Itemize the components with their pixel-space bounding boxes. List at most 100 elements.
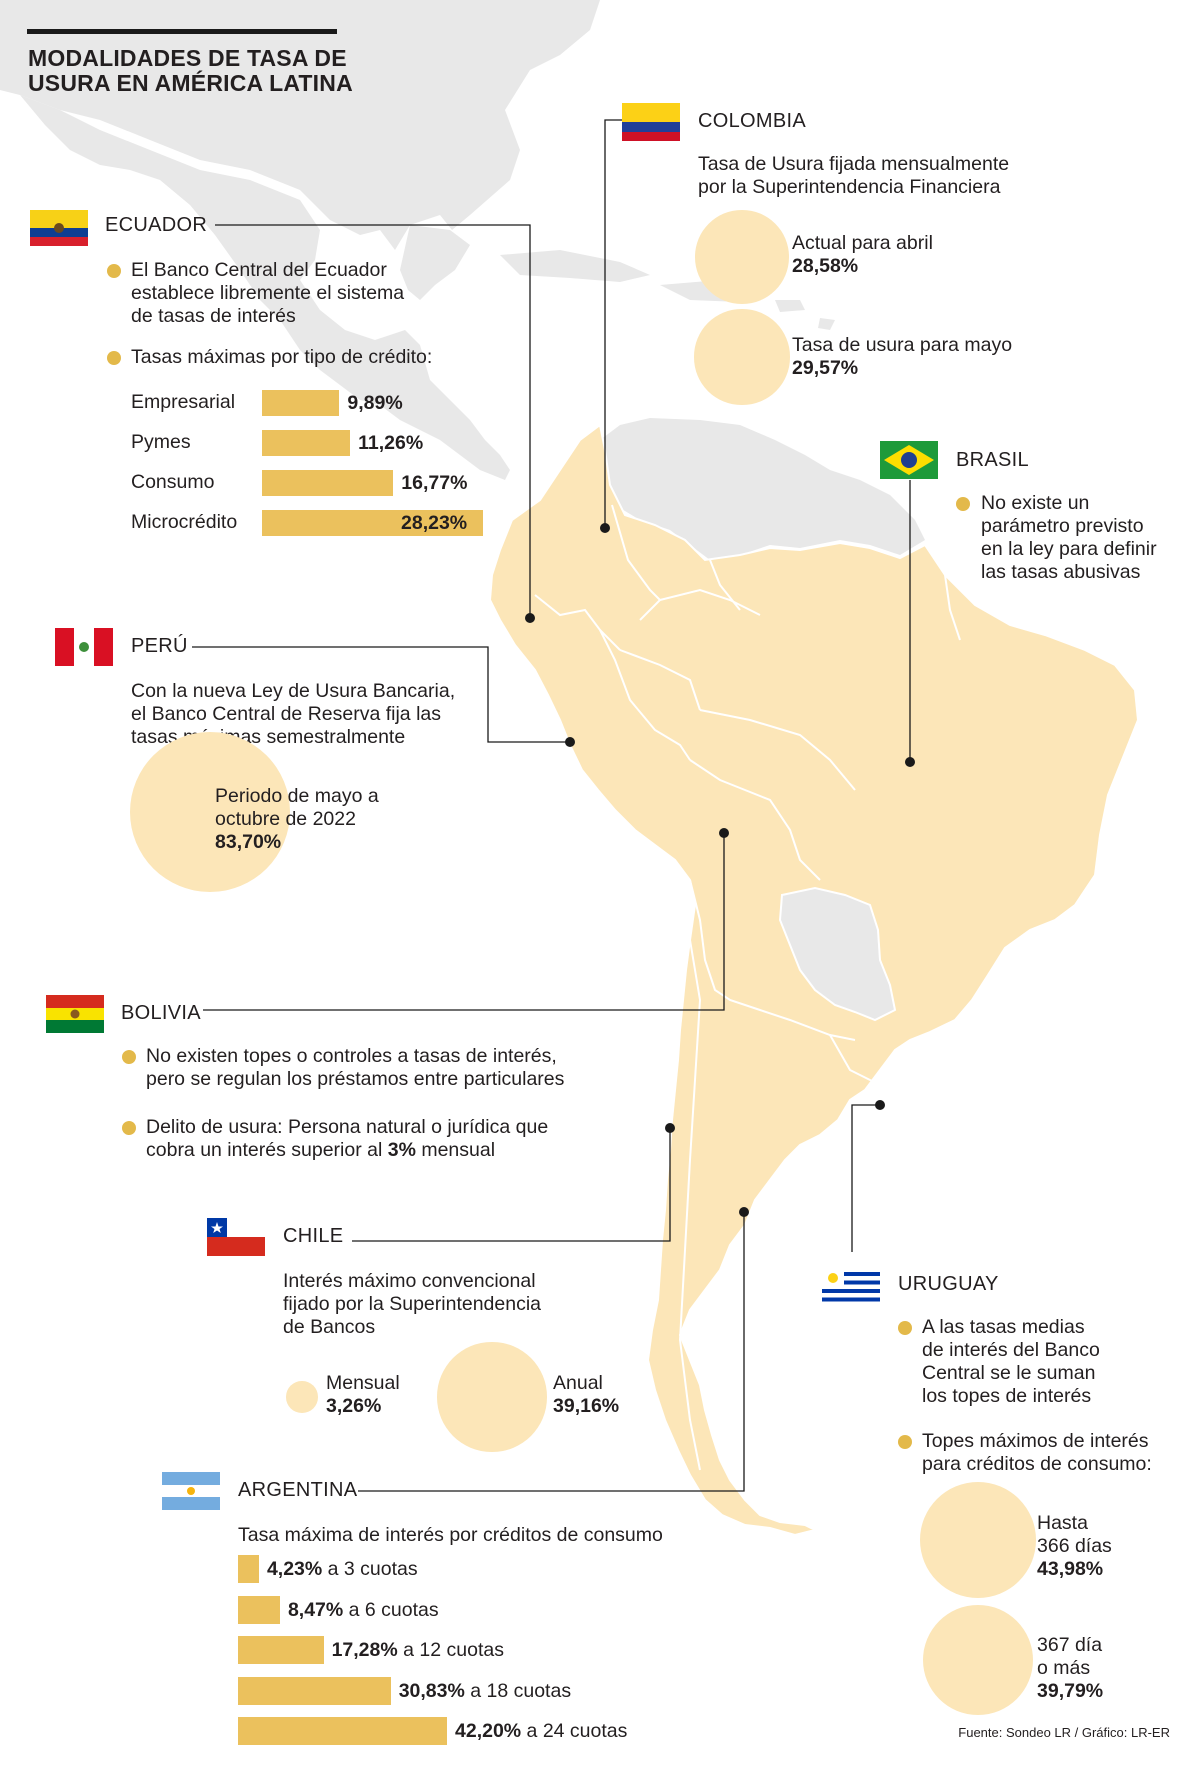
peru-rate-value: 83,70%: [215, 831, 282, 853]
chile-annual-label: Anual: [553, 1372, 603, 1394]
bolivia-desc-1: No existen topes o controles a tasas de …: [146, 1045, 564, 1091]
ecuador-bar-category: Empresarial: [131, 391, 236, 413]
argentina-bar-value: 30,83%: [398, 1679, 465, 1702]
ecuador-name: ECUADOR: [105, 214, 208, 236]
ecuador-flag-icon: [30, 210, 88, 246]
country-borders: [534, 504, 961, 1471]
colombia-april-value: 28,58%: [792, 255, 859, 277]
argentina-bar-label: 17,28% a 12 cuotas: [332, 1636, 504, 1664]
ecuador-bar-value: 16,77%: [401, 472, 468, 494]
bolivia-usury-suffix: mensual: [415, 1139, 496, 1161]
ecuador-bar: [262, 390, 340, 416]
ecuador-bar-value: 9,89%: [347, 392, 403, 414]
colombia-circle-may: [694, 309, 790, 405]
bolivia-flag-icon: [46, 995, 104, 1033]
caribbean-islands: [500, 250, 835, 330]
uruguay-rate-1-line-2: 366 días: [1037, 1535, 1112, 1557]
bolivia-desc-1-line-2: pero se regulan los préstamos entre part…: [146, 1068, 565, 1090]
colombia-april-label: Actual para abril: [792, 232, 933, 254]
brazil-desc-line-1: No existe un: [981, 492, 1090, 514]
uruguay-desc-1: A las tasas medias de interés del Banco …: [922, 1316, 1100, 1408]
colombia-may: Tasa de usura para mayo 29,57%: [792, 334, 1012, 380]
argentina-flag-icon: [162, 1472, 220, 1510]
ecuador-desc-line-2: establece libremente el sistema: [131, 282, 405, 304]
peru-rate-line-1: Periodo de mayo a: [215, 785, 379, 807]
uruguay-circle-367: [922, 1604, 1034, 1716]
brazil-desc-line-3: en la ley para definir: [981, 538, 1157, 560]
argentina-bar-value: 17,28%: [331, 1639, 398, 1661]
chile-annual-value: 39,16%: [553, 1395, 620, 1417]
argentina-bar: [238, 1676, 391, 1705]
uruguay-circle-366: [920, 1482, 1036, 1598]
uruguay-rate-1-value: 43,98%: [1037, 1558, 1104, 1580]
peru-flag-icon: [55, 628, 113, 666]
colombia-april: Actual para abril 28,58%: [792, 232, 933, 278]
colombia-may-value: 29,57%: [792, 357, 859, 379]
bolivia-bullet-2: [122, 1121, 136, 1135]
argentina-bar-value: 42,20%: [455, 1720, 522, 1742]
ecuador-desc-line-3: de tasas de interés: [131, 305, 296, 327]
bolivia-desc-2: Delito de usura: Persona natural o juríd…: [146, 1116, 548, 1162]
chile-circle-annual: [437, 1342, 547, 1452]
ecuador-chart-title: Tasas máximas por tipo de crédito:: [131, 346, 433, 368]
argentina-bar: [238, 1595, 280, 1624]
brazil-desc: No existe un parámetro previsto en la le…: [981, 492, 1157, 584]
argentina-bar-suffix: a 18 cuotas: [464, 1679, 572, 1702]
colombia-desc: Tasa de Usura fijada mensualmente por la…: [698, 153, 1009, 199]
argentina-chart-title: Tasa máxima de interés por créditos de c…: [238, 1524, 663, 1546]
chile-monthly: Mensual 3,26%: [326, 1372, 400, 1418]
brazil-bullet: [956, 497, 970, 511]
uruguay-rate-1-line-1: Hasta: [1037, 1512, 1088, 1534]
peru-rate-line-2: octubre de 2022: [215, 808, 356, 830]
argentina-bar-suffix: a 6 cuotas: [343, 1598, 439, 1621]
argentina-bar-label: 8,47% a 6 cuotas: [288, 1596, 439, 1624]
bolivia-usury-rate: 3%: [387, 1139, 416, 1161]
ecuador-bar-value: 11,26%: [358, 432, 424, 454]
ecuador-bar-category: Microcrédito: [131, 511, 238, 533]
chile-desc-line-1: Interés máximo convencional: [283, 1270, 536, 1292]
title-line-1: MODALIDADES DE TASA DE: [28, 45, 347, 71]
uruguay-bullet-2: [898, 1435, 912, 1449]
uruguay-rate-2: 367 día o más 39,79%: [1037, 1634, 1103, 1703]
ecuador-bullet-1: [107, 264, 121, 278]
uruguay-desc-2: Topes máximos de interés para créditos d…: [922, 1430, 1152, 1476]
argentina-bar-suffix: a 3 cuotas: [322, 1558, 418, 1580]
leader-lines: [192, 119, 911, 1492]
ecuador-bullet-2: [107, 351, 121, 365]
colombia-desc-line-2: por la Superintendencia Financiera: [698, 176, 1001, 198]
chart-title: MODALIDADES DE TASA DE USURA EN AMÉRICA …: [28, 46, 388, 96]
uruguay-rate-1: Hasta 366 días 43,98%: [1037, 1512, 1112, 1581]
ecuador-bar: [262, 430, 351, 456]
leader-dots: [525, 523, 915, 1217]
uruguay-desc-1-line-2: de interés del Banco: [922, 1339, 1100, 1361]
peru-name: PERÚ: [131, 635, 188, 657]
bolivia-desc-2-line-1: Delito de usura: Persona natural o juríd…: [146, 1116, 549, 1138]
uruguay-desc-1-line-1: A las tasas medias: [922, 1316, 1085, 1338]
chile-flag-icon: [207, 1218, 265, 1256]
bolivia-desc-1-line-1: No existen topes o controles a tasas de …: [146, 1045, 557, 1067]
uruguay-rate-2-line-1: 367 día: [1037, 1634, 1103, 1656]
chile-annual: Anual 39,16%: [553, 1372, 619, 1418]
argentina-bar-label: 4,23% a 3 cuotas: [267, 1555, 418, 1583]
argentina-bar-value: 8,47%: [287, 1598, 344, 1621]
bolivia-usury-text: cobra un interés superior al: [146, 1139, 388, 1161]
chile-monthly-value: 3,26%: [326, 1395, 382, 1417]
venezuela-guyanas-land: [600, 418, 925, 560]
uruguay-rate-2-line-2: o más: [1037, 1657, 1091, 1679]
chile-desc: Interés máximo convencional fijado por l…: [283, 1270, 541, 1339]
yucatan-land: [400, 225, 470, 300]
uruguay-desc-1-line-4: los topes de interés: [922, 1385, 1092, 1407]
bolivia-desc-2-line-2: cobra un interés superior al 3% mensual: [146, 1139, 548, 1162]
bolivia-bullet-1: [122, 1050, 136, 1064]
north-america-land: [0, 0, 600, 250]
peru-rate: Periodo de mayo a octubre de 2022 83,70%: [215, 785, 379, 854]
argentina-bar-label: 30,83% a 18 cuotas: [399, 1677, 571, 1705]
colombia-may-label: Tasa de usura para mayo: [792, 334, 1013, 356]
chile-name: CHILE: [283, 1225, 344, 1247]
brazil-flag-icon: [880, 441, 938, 479]
colombia-circle-april: [695, 210, 789, 304]
argentina-bar-value: 4,23%: [266, 1558, 323, 1580]
chile-circle-monthly: [286, 1381, 318, 1413]
ecuador-bar-category: Pymes: [131, 431, 191, 453]
